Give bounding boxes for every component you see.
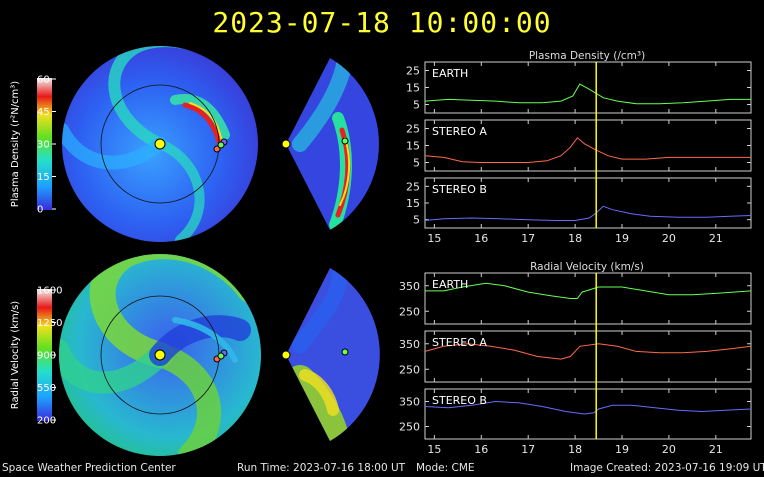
earth-marker — [217, 141, 225, 149]
density-xtick-label: 19 — [615, 232, 629, 245]
density-xtick-label: 16 — [474, 232, 488, 245]
density-stereo-a-series-line — [424, 137, 751, 163]
velocity-earth-ytick-label: 250 — [399, 305, 420, 318]
velocity-stereo-a-series-line — [424, 343, 752, 360]
density-xtick-label: 15 — [427, 232, 441, 245]
velocity-xtick-label: 15 — [427, 443, 441, 456]
footer-run-time: Run Time: 2023-07-16 18:00 UT — [237, 462, 406, 474]
density-stereo-b-panel-frame — [424, 177, 752, 229]
footer-image-created: Image Created: 2023-07-16 19:09 UT — [570, 462, 764, 474]
velocity-xtick-label: 19 — [615, 443, 629, 456]
velocity-colorbar-tick-label: 550 — [37, 383, 56, 394]
density-colorbar-tick-label: 0 — [37, 205, 43, 216]
velocity-stereo-b-ytick-label: 350 — [399, 396, 420, 409]
density-ecliptic-disk — [62, 46, 258, 242]
sun-marker — [154, 138, 166, 150]
density-earth-panel-label: EARTH — [432, 67, 468, 80]
density-colorbar-tick-label: 15 — [37, 172, 50, 183]
velocity-stereo-b-panel-label: STEREO B — [432, 394, 487, 407]
sun-marker-meridional — [281, 139, 291, 149]
density-xtick-label: 21 — [709, 232, 723, 245]
forecast-timestamp: 2023-07-18 10:00:00 — [212, 6, 552, 39]
velocity-earth-ytick-label: 350 — [399, 280, 420, 293]
footer-center: Space Weather Prediction Center — [2, 462, 176, 474]
earth-marker-velocity-meridional — [341, 348, 349, 356]
density-chart-title: Plasma Density (/cm³) — [529, 50, 645, 62]
velocity-earth-panel-label: EARTH — [432, 278, 468, 291]
sun-marker-velocity — [154, 349, 166, 361]
velocity-stereo-a-panel-frame — [424, 330, 752, 383]
density-stereo-a-panel-label: STEREO A — [432, 125, 487, 138]
velocity-colorbar-tick-label: 900 — [37, 351, 56, 362]
velocity-xtick-label: 18 — [568, 443, 582, 456]
velocity-colorbar-tick-label: 1250 — [37, 318, 62, 329]
density-stereo-a-ytick-label: 5 — [413, 157, 420, 170]
footer-bar: Space Weather Prediction Center Run Time… — [0, 461, 764, 477]
velocity-meridional-wedge — [281, 268, 380, 441]
density-stereo-b-panel-label: STEREO B — [432, 183, 487, 196]
velocity-earth-series-line — [425, 282, 752, 299]
sun-marker-velocity-meridional — [281, 350, 291, 360]
velocity-colorbar-label: Radial Velocity (km/s) — [10, 301, 21, 409]
velocity-colorbar — [37, 289, 52, 421]
velocity-stereo-b-series-line — [424, 400, 752, 415]
velocity-xtick-label: 21 — [709, 443, 723, 456]
density-colorbar-tick-label: 45 — [37, 107, 50, 118]
density-earth-series-line — [424, 83, 751, 105]
velocity-ecliptic-disk — [59, 254, 261, 456]
density-xtick-label: 20 — [662, 232, 676, 245]
density-colorbar-tick-label: 30 — [37, 140, 50, 151]
density-stereo-a-ytick-label: 15 — [406, 140, 420, 153]
velocity-xtick-label: 17 — [521, 443, 535, 456]
earth-marker-velocity — [217, 352, 225, 360]
velocity-stereo-b-ytick-label: 250 — [399, 421, 420, 434]
velocity-stereo-a-ytick-label: 350 — [399, 338, 420, 351]
velocity-colorbar-tick-label: 1600 — [37, 286, 62, 297]
earth-marker-meridional — [341, 137, 349, 145]
density-stereo-b-ytick-label: 5 — [413, 214, 420, 227]
density-earth-panel-frame — [424, 61, 752, 114]
density-stereo-b-ytick-label: 25 — [406, 180, 420, 193]
velocity-colorbar-tick-label: 200 — [37, 416, 56, 427]
density-xtick-label: 17 — [521, 232, 535, 245]
velocity-xtick-label: 16 — [474, 443, 488, 456]
density-colorbar-label: Plasma Density (r²N/cm³) — [10, 81, 21, 208]
velocity-earth-panel-frame — [424, 272, 752, 325]
density-stereo-a-ytick-label: 25 — [406, 123, 420, 136]
density-earth-ytick-label: 25 — [406, 65, 420, 78]
density-xtick-label: 18 — [568, 232, 582, 245]
velocity-stereo-a-panel-label: STEREO A — [432, 336, 487, 349]
stereo-a-marker — [213, 145, 221, 153]
velocity-xtick-label: 20 — [662, 443, 676, 456]
density-meridional-wedge — [281, 58, 379, 230]
density-earth-ytick-label: 15 — [406, 82, 420, 95]
density-colorbar — [37, 78, 52, 210]
velocity-chart-title: Radial Velocity (km/s) — [530, 261, 644, 273]
density-colorbar-tick-label: 60 — [37, 75, 50, 86]
density-stereo-b-ytick-label: 15 — [406, 197, 420, 210]
velocity-stereo-a-ytick-label: 250 — [399, 363, 420, 376]
density-earth-ytick-label: 5 — [413, 99, 420, 112]
footer-mode: Mode: CME — [416, 462, 475, 474]
